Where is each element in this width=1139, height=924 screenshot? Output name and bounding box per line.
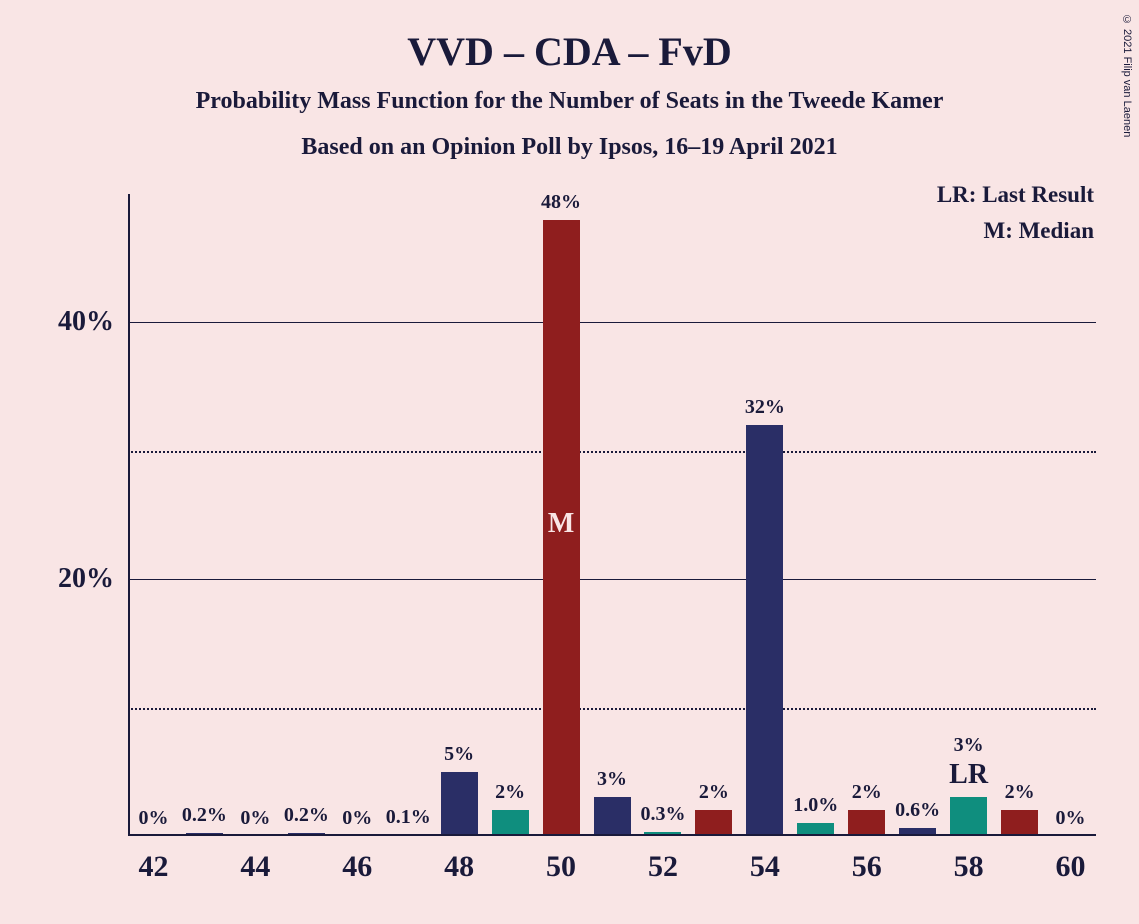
bar-value-label: 48% (541, 191, 581, 214)
x-tick-label: 60 (1056, 850, 1086, 884)
bar (746, 425, 783, 836)
bar-value-label: 0% (138, 807, 168, 830)
bar-value-label: 2% (699, 781, 729, 804)
grid-major (128, 322, 1096, 323)
x-tick-label: 44 (240, 850, 270, 884)
bar (950, 797, 987, 836)
y-tick-label: 20% (0, 563, 114, 595)
x-axis (128, 834, 1096, 836)
x-tick-label: 58 (954, 850, 984, 884)
x-tick-label: 42 (138, 850, 168, 884)
median-marker: M (548, 508, 574, 540)
x-tick-label: 56 (852, 850, 882, 884)
bar (695, 810, 732, 836)
bar-value-label: 2% (495, 781, 525, 804)
x-tick-label: 52 (648, 850, 678, 884)
bar-value-label: 2% (852, 781, 882, 804)
bar (594, 797, 631, 836)
x-tick-label: 50 (546, 850, 576, 884)
bar-value-label: 0.2% (182, 804, 227, 827)
bar-value-label: 0% (342, 807, 372, 830)
chart-title: VVD – CDA – FvD (0, 28, 1139, 75)
x-tick-label: 46 (342, 850, 372, 884)
bar-value-label: 3% (954, 734, 984, 757)
grid-minor (128, 708, 1096, 710)
bar-value-label: 0.1% (386, 806, 431, 829)
bar-value-label: 0% (240, 807, 270, 830)
chart-subtitle-1: Probability Mass Function for the Number… (0, 88, 1139, 115)
x-tick-label: 48 (444, 850, 474, 884)
bar-value-label: 1.0% (793, 794, 838, 817)
chart-canvas: VVD – CDA – FvD Probability Mass Functio… (0, 0, 1139, 924)
last-result-marker: LR (949, 759, 988, 791)
bar-value-label: 5% (444, 743, 474, 766)
x-tick-label: 54 (750, 850, 780, 884)
bar-value-label: 32% (745, 396, 785, 419)
grid-major (128, 579, 1096, 580)
y-axis (128, 194, 130, 836)
bar-value-label: 0.2% (284, 804, 329, 827)
bar-value-label: 3% (597, 768, 627, 791)
plot-area: 0% 0.2% 0% 0.2% 0% 0.1% 5% 2% 48% M 3% 0.3% 2% 32% 1.0… (128, 194, 1096, 836)
bar (492, 810, 529, 836)
bar (441, 772, 478, 836)
bar (1001, 810, 1038, 836)
grid-minor (128, 451, 1096, 453)
bar (848, 810, 885, 836)
bar-value-label: 0.3% (640, 803, 685, 826)
bar-value-label: 0.6% (895, 799, 940, 822)
bar-value-label: 0% (1056, 807, 1086, 830)
chart-subtitle-2: Based on an Opinion Poll by Ipsos, 16–19… (0, 134, 1139, 161)
y-tick-label: 40% (0, 306, 114, 338)
copyright-text: © 2021 Filip van Laenen (1121, 14, 1133, 137)
bar-value-label: 2% (1005, 781, 1035, 804)
